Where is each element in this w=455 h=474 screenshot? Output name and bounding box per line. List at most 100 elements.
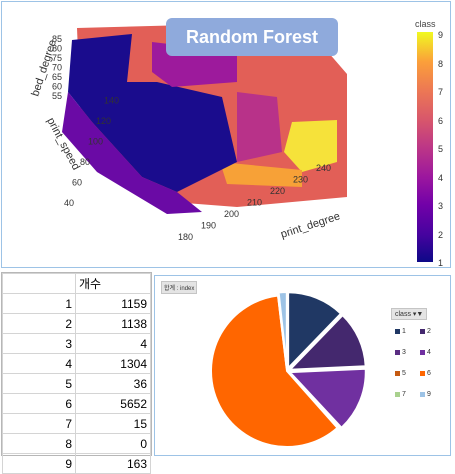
legend-item-9: 9 [420, 391, 445, 398]
row-index: 2 [2, 313, 76, 334]
legend-item-7: 7 [395, 391, 420, 398]
colorbar-tick-9: 9 [438, 30, 444, 40]
pie-chart-panel: 합계 : index class ▾▼ 1 2 3 4 5 6 7 9 [154, 275, 451, 456]
pie-slice-6[interactable] [210, 294, 339, 448]
pie-slice-4[interactable] [287, 367, 367, 430]
legend-item-6: 6 [420, 370, 445, 377]
colorbar-tick-8: 8 [438, 58, 444, 69]
count-table-panel: 개수 1 1159 2 1138 3 4 4 1304 5 36 6 5652 7 15 8 0 9 163 [1, 272, 152, 474]
legend-label: 5 [402, 370, 406, 377]
row-count: 36 [75, 373, 151, 394]
x-axis-ticks: 180 190 200 210 220 230 240 [178, 163, 331, 242]
legend-swatch [395, 350, 400, 355]
colorbar-tick-6: 6 [438, 115, 444, 126]
legend-label: 1 [402, 328, 406, 335]
row-count: 15 [75, 413, 151, 434]
legend-item-2: 2 [420, 328, 445, 335]
legend-label: 7 [402, 391, 406, 398]
legend-label: 6 [427, 370, 431, 377]
legend-label: 2 [427, 328, 431, 335]
table-row: 6 5652 [2, 393, 151, 414]
x-tick-220: 220 [270, 186, 285, 196]
legend-filter-button[interactable]: class ▾▼ [391, 308, 428, 320]
z-tick-70: 70 [52, 63, 62, 73]
plot3d-panel: 85 80 75 70 65 60 55 40 60 80 100 120 140 180 190 200… [1, 1, 451, 268]
colorbar-tick-5: 5 [438, 144, 444, 154]
y-tick-120: 120 [96, 116, 111, 126]
x-tick-180: 180 [178, 232, 193, 242]
legend-title: class [395, 311, 411, 318]
row-count: 163 [75, 453, 151, 474]
scatter-region-class5 [237, 92, 282, 162]
table-header-count: 개수 [75, 273, 151, 294]
legend-swatch [420, 371, 425, 376]
row-index: 7 [2, 413, 76, 434]
z-tick-55: 55 [52, 91, 62, 101]
table-corner-cell [2, 273, 76, 294]
legend-label: 4 [427, 349, 431, 356]
scatter-region-class9 [284, 120, 337, 172]
legend-swatch [395, 371, 400, 376]
legend-item-3: 3 [395, 349, 420, 356]
table-row: 5 36 [2, 373, 151, 394]
count-table: 개수 1 1159 2 1138 3 4 4 1304 5 36 6 5652 7 15 8 0 9 163 [2, 273, 151, 474]
plot3d-title: Random Forest [166, 18, 338, 56]
pie-slice-1[interactable] [287, 291, 343, 371]
legend-swatch [420, 350, 425, 355]
pivot-field-button[interactable]: 합계 : index [161, 281, 198, 294]
y-tick-140: 140 [104, 96, 119, 106]
colorbar-tick-1: 1 [438, 258, 444, 268]
x-tick-240: 240 [316, 163, 331, 173]
legend-swatch [395, 392, 400, 397]
z-tick-80: 80 [52, 44, 62, 54]
pie-slice-2[interactable] [287, 313, 367, 371]
x-tick-230: 230 [293, 175, 308, 185]
colorbar-tick-3: 3 [438, 201, 444, 211]
pie-slice-9[interactable] [277, 291, 288, 369]
row-index: 1 [2, 293, 76, 314]
scatter-region-class2 [62, 92, 202, 214]
table-row: 9 163 [2, 453, 151, 474]
legend-item-4: 4 [420, 349, 445, 356]
row-index: 9 [2, 453, 76, 474]
pie-slice-3[interactable] [289, 366, 367, 372]
x-tick-200: 200 [224, 209, 239, 219]
row-index: 4 [2, 353, 76, 374]
row-index: 3 [2, 333, 76, 354]
colorbar-tick-7: 7 [438, 87, 444, 97]
colorbar-tick-2: 2 [438, 229, 444, 240]
y-tick-100: 100 [88, 137, 103, 147]
x-tick-190: 190 [201, 221, 216, 231]
y-tick-60: 60 [72, 178, 82, 188]
scatter-region-class8 [220, 162, 302, 187]
legend-label: 3 [402, 349, 406, 356]
y-axis-ticks: 40 60 80 100 120 140 [64, 96, 119, 209]
legend-item-5: 5 [395, 370, 420, 377]
x-axis-label: print_degree [279, 210, 341, 241]
y-tick-40: 40 [64, 198, 74, 208]
x-tick-210: 210 [247, 198, 262, 208]
pie-legend: 1 2 3 4 5 6 7 9 [395, 328, 445, 398]
z-tick-65: 65 [52, 72, 62, 82]
row-count: 5652 [75, 393, 151, 414]
colorbar-tick-4: 4 [438, 172, 444, 183]
row-count: 1304 [75, 353, 151, 374]
colorbar-title: class [415, 19, 436, 29]
legend-swatch [420, 392, 425, 397]
colorbar [417, 32, 433, 262]
table-row: 4 1304 [2, 353, 151, 374]
row-index: 8 [2, 433, 76, 454]
row-count: 1159 [75, 293, 151, 314]
table-row: 2 1138 [2, 313, 151, 334]
legend-item-1: 1 [395, 328, 420, 335]
pie-chart[interactable] [155, 276, 452, 457]
table-row: 1 1159 [2, 293, 151, 314]
scatter-region-class1 [68, 34, 237, 192]
row-index: 6 [2, 393, 76, 414]
row-count: 4 [75, 333, 151, 354]
legend-label: 9 [427, 391, 431, 398]
